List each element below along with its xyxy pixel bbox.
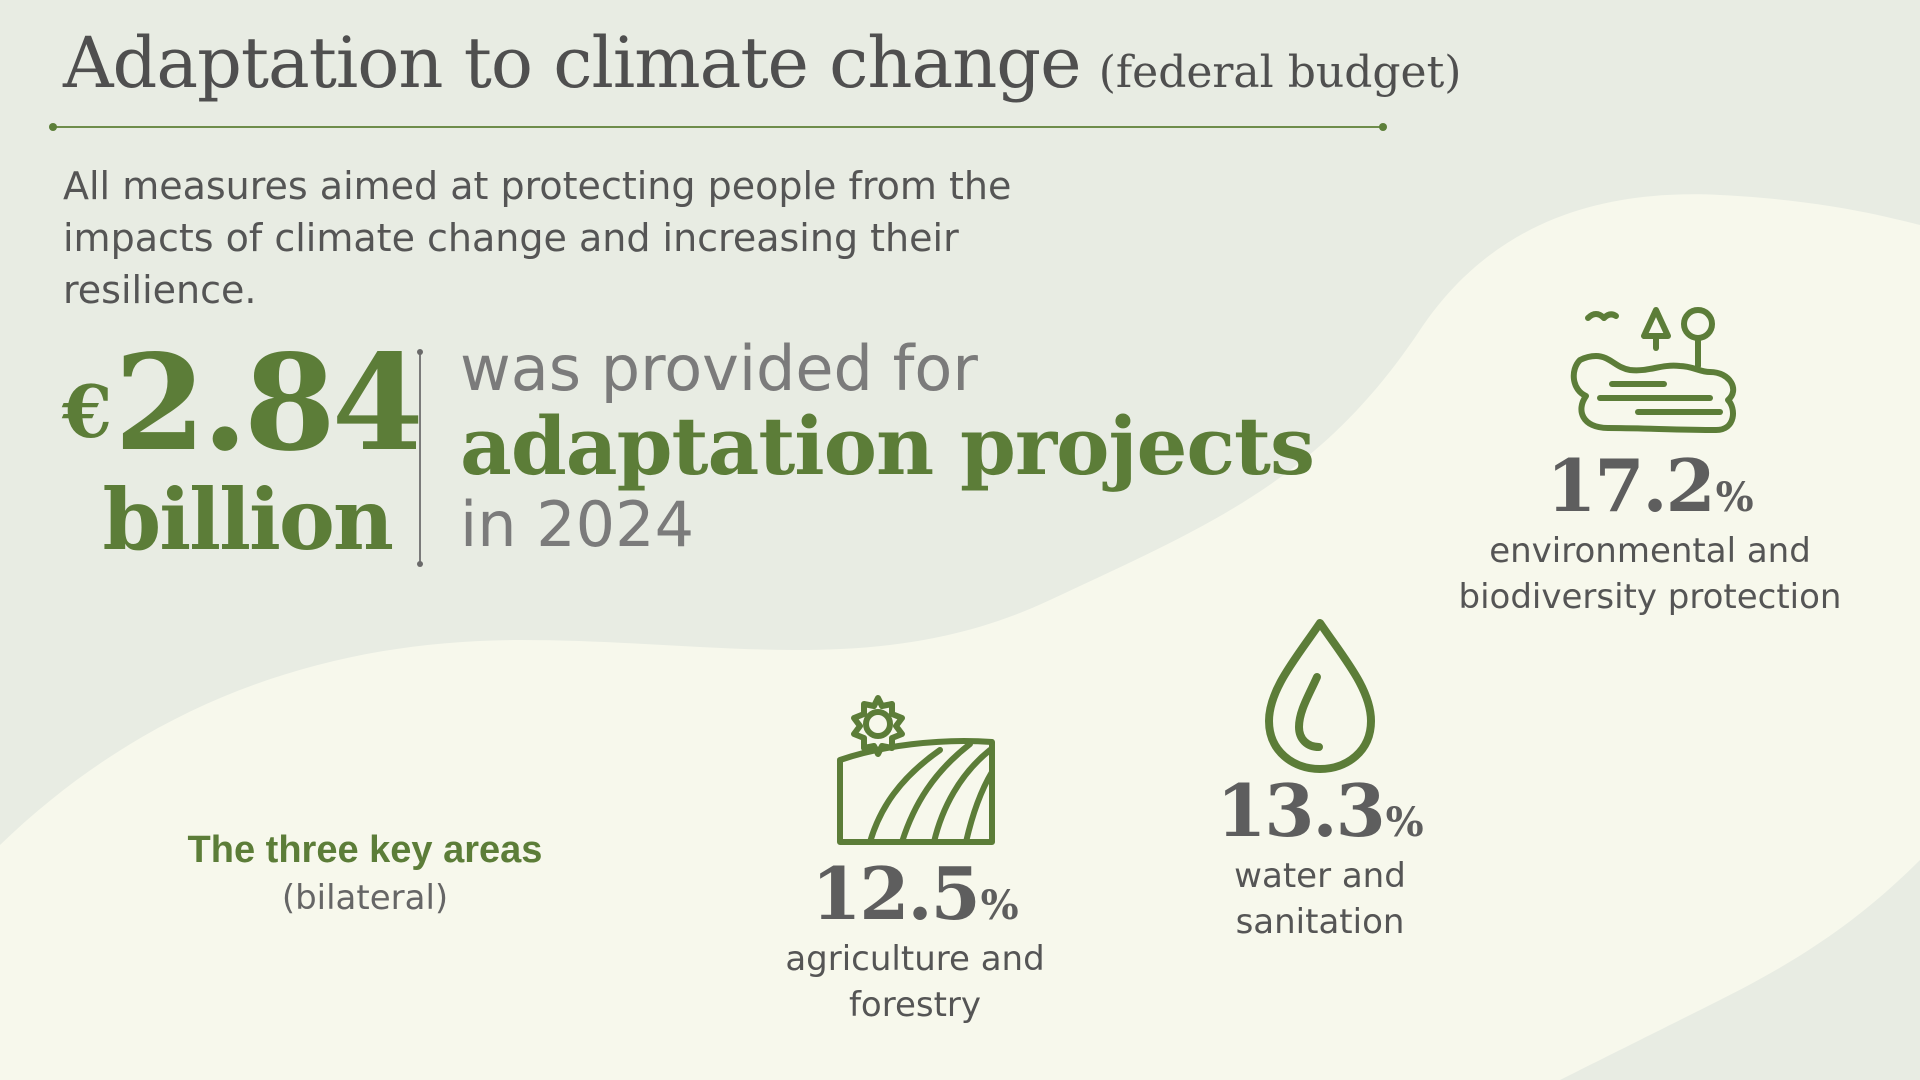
key-areas-heading: The three key areas (bilateral) [155,828,575,918]
title-suffix: (federal budget) [1098,47,1462,98]
stat-environment-label: environmental and biodiversity protectio… [1450,528,1850,620]
stat-agriculture: 12.5% agriculture and forestry [755,688,1075,1028]
stat-water-unit: % [1385,799,1424,846]
key-areas-title: The three key areas [187,829,543,871]
headline-description: was provided for adaptation projects in … [460,332,1315,561]
stat-water-label-line-1: water and [1234,856,1406,896]
stat-agriculture-unit: % [980,882,1019,929]
headline-divider [417,349,423,567]
stat-water-label: water and sanitation [1190,853,1450,945]
stat-water-number: 13.3 [1216,768,1385,853]
title-divider [49,123,1387,131]
stat-environment-number: 17.2 [1546,443,1715,528]
page-subtitle: All measures aimed at protecting people … [63,164,1012,312]
page-title: Adaptation to climate change (federal bu… [63,28,1461,98]
stat-agriculture-label-line-2: forestry [848,985,982,1025]
headline-line-3: in 2024 [460,488,695,561]
stat-environment-label-line-1: environmental and [1489,531,1811,571]
headline-amount: €2.84 billion [62,338,424,569]
headline-line-1: was provided for [460,332,978,405]
title-main: Adaptation to climate change [63,22,1082,104]
stat-water-label-line-2: sanitation [1235,902,1405,942]
water-drop-icon [1265,619,1375,773]
stat-agriculture-value: 12.5% [755,858,1075,930]
stat-water: 13.3% water and sanitation [1190,615,1450,945]
amount-value: 2.84 [114,326,423,481]
stat-environment-unit: % [1715,474,1754,521]
stat-environment-label-line-2: biodiversity protection [1458,577,1842,617]
stat-water-value: 13.3% [1190,775,1450,847]
stat-environment-value: 17.2% [1450,450,1850,522]
landscape-tree-icon [1570,307,1737,433]
key-areas-subtitle: (bilateral) [281,877,449,918]
amount-unit: billion [102,470,394,569]
currency-symbol: € [62,369,113,454]
amount-figure: €2.84 [62,338,424,470]
stat-agriculture-label: agriculture and forestry [755,936,1075,1028]
stat-agriculture-label-line-1: agriculture and [785,939,1045,979]
stat-agriculture-number: 12.5 [811,851,980,936]
field-sun-icon [837,695,995,845]
headline-line-2: adaptation projects [460,399,1315,493]
stat-environment: 17.2% environmental and biodiversity pro… [1450,300,1850,620]
